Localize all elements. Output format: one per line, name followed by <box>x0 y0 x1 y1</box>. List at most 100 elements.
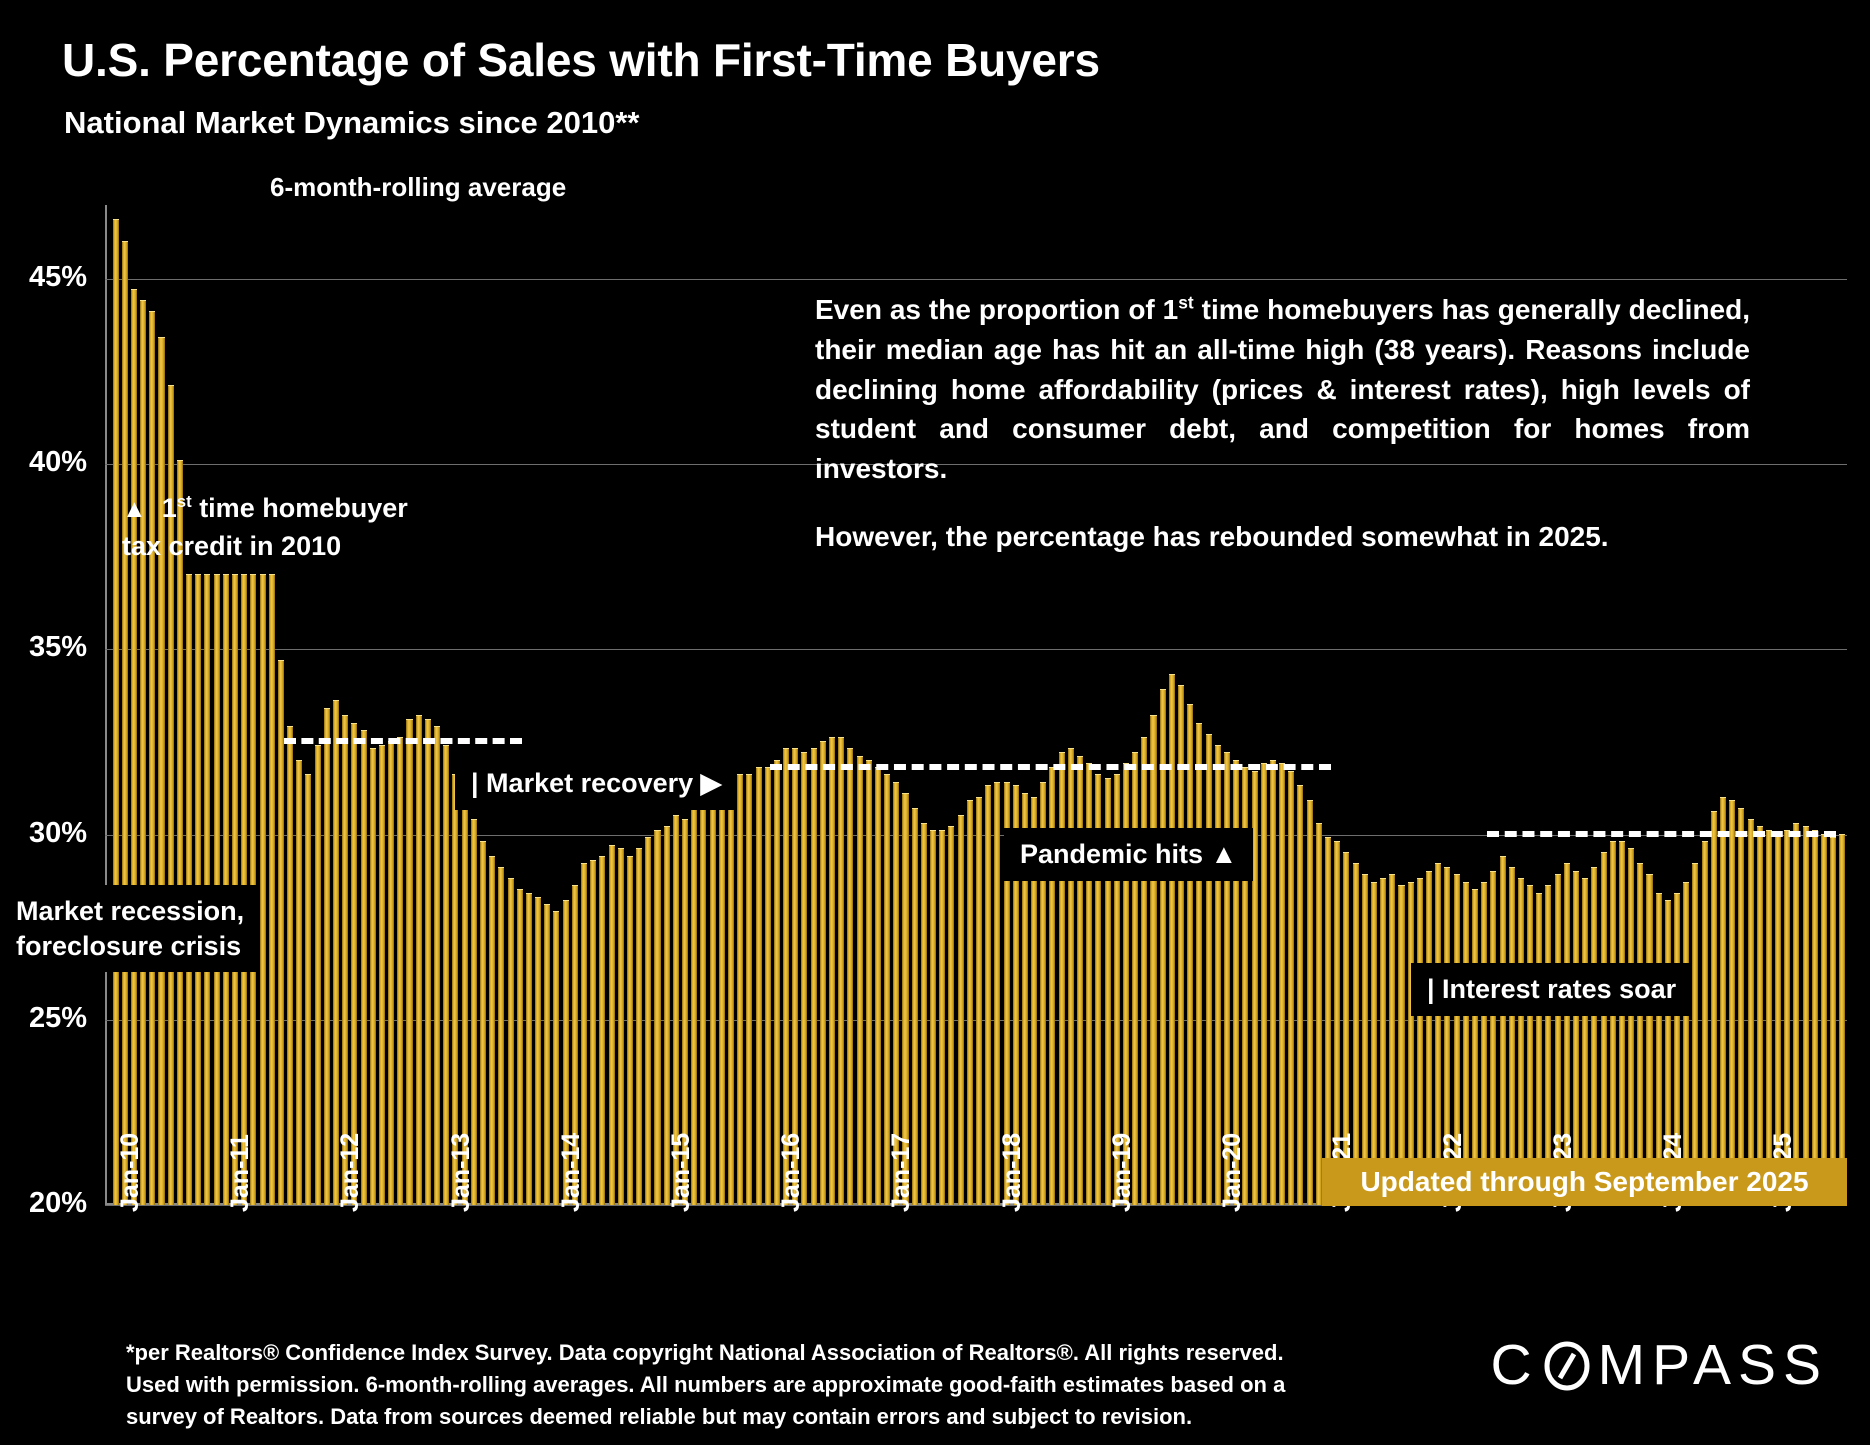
bar <box>296 759 303 1205</box>
x-tick-label: Jan-16 <box>777 1132 806 1212</box>
bar <box>130 289 137 1205</box>
bar <box>1444 866 1451 1205</box>
annotation-recession-line2: foreclosure crisis <box>16 930 242 961</box>
bar <box>1747 818 1754 1205</box>
bar <box>930 829 937 1205</box>
bar <box>1802 826 1809 1205</box>
bar <box>1793 822 1800 1205</box>
bar <box>1398 885 1405 1205</box>
bar <box>948 826 955 1205</box>
gridline <box>105 1205 1847 1206</box>
gridline <box>105 279 1847 281</box>
bar <box>1674 892 1681 1205</box>
commentary-p1-b: time homebuyers has generally declined, … <box>815 294 1751 484</box>
bar <box>1325 837 1332 1205</box>
x-tick-label: Jan-10 <box>115 1132 144 1212</box>
bar <box>856 755 863 1205</box>
bar-series <box>107 205 1847 1205</box>
bar <box>1839 833 1846 1205</box>
bar <box>893 781 900 1205</box>
x-tick-label: Jan-20 <box>1218 1132 1247 1212</box>
bar <box>1159 689 1166 1205</box>
bar <box>755 766 762 1205</box>
bar <box>1573 870 1580 1205</box>
bar <box>1306 800 1313 1205</box>
bar <box>1462 881 1469 1205</box>
footer-line-3: survey of Realtors. Data from sources de… <box>126 1403 1193 1429</box>
bar <box>1637 863 1644 1205</box>
bar <box>654 829 661 1205</box>
bar <box>1655 892 1662 1205</box>
bar <box>167 385 174 1205</box>
bar <box>406 718 413 1205</box>
bar <box>1738 807 1745 1205</box>
bar <box>1765 829 1772 1205</box>
bar <box>874 766 881 1205</box>
bar <box>920 822 927 1205</box>
bar <box>727 778 735 1205</box>
bar <box>1077 755 1084 1205</box>
bar <box>865 759 872 1205</box>
compass-logo: C MPASS <box>1491 1332 1829 1398</box>
bar <box>1214 744 1221 1205</box>
annotation-market-recovery: | Market recovery ▶ <box>455 757 738 810</box>
logo-letter-c: C <box>1490 1333 1539 1397</box>
tax-credit-text-a: 1 <box>154 493 177 523</box>
bar <box>994 781 1001 1205</box>
bar <box>489 855 496 1205</box>
bar <box>672 815 679 1205</box>
bar <box>1178 685 1185 1205</box>
y-tick-label: 20% <box>28 1187 87 1219</box>
y-tick-label: 30% <box>28 816 87 849</box>
bar <box>1095 774 1102 1205</box>
page-subtitle: National Market Dynamics since 2010** <box>64 105 640 140</box>
bar <box>1288 770 1295 1205</box>
bar <box>434 726 441 1205</box>
bar <box>1683 881 1690 1205</box>
bar <box>1223 752 1231 1205</box>
annotation-tax-credit: ▲ 1st time homebuyer tax credit in 2010 <box>122 490 408 566</box>
bar <box>737 774 744 1205</box>
bar <box>1517 878 1524 1205</box>
bar <box>544 904 551 1205</box>
gridline <box>105 464 1847 466</box>
bar <box>1426 870 1433 1205</box>
updated-banner: Updated through September 2025 <box>1322 1158 1847 1206</box>
bar <box>829 737 836 1205</box>
bar <box>1582 878 1589 1205</box>
bar <box>1563 863 1570 1205</box>
bar <box>1104 778 1111 1205</box>
bar <box>1508 866 1515 1205</box>
bar <box>1701 841 1708 1205</box>
bar <box>498 866 505 1205</box>
trend-dashed-line <box>283 738 523 745</box>
bar <box>709 781 716 1205</box>
bar <box>415 715 422 1205</box>
commentary-p1-a: Even as the proportion of 1 <box>815 294 1179 325</box>
bar <box>1811 829 1818 1205</box>
bar <box>277 659 284 1205</box>
bar <box>1692 863 1699 1205</box>
page-title: U.S. Percentage of Sales with First-Time… <box>62 34 1100 86</box>
annotation-tax-credit-line1: ▲ 1st time homebuyer <box>122 490 408 528</box>
bar <box>1407 881 1414 1205</box>
bar <box>397 737 404 1205</box>
bar <box>1536 892 1543 1205</box>
y-tick-label: 35% <box>28 631 87 664</box>
bar <box>1435 863 1442 1205</box>
y-axis-line <box>105 205 107 1205</box>
bar <box>590 859 597 1205</box>
bar <box>323 707 330 1205</box>
x-tick-label: Jan-11 <box>226 1134 255 1212</box>
bar <box>911 807 918 1205</box>
bar <box>360 729 367 1205</box>
x-tick-label: Jan-19 <box>1107 1132 1136 1212</box>
x-tick-label: Jan-12 <box>336 1132 365 1212</box>
bar <box>535 896 542 1205</box>
bar <box>1527 885 1534 1205</box>
bar <box>663 826 670 1205</box>
ordinal-suffix: st <box>176 492 192 511</box>
triangle-up-icon: ▲ <box>122 495 147 523</box>
commentary-paragraph-1: Even as the proportion of 1st time homeb… <box>815 290 1750 489</box>
